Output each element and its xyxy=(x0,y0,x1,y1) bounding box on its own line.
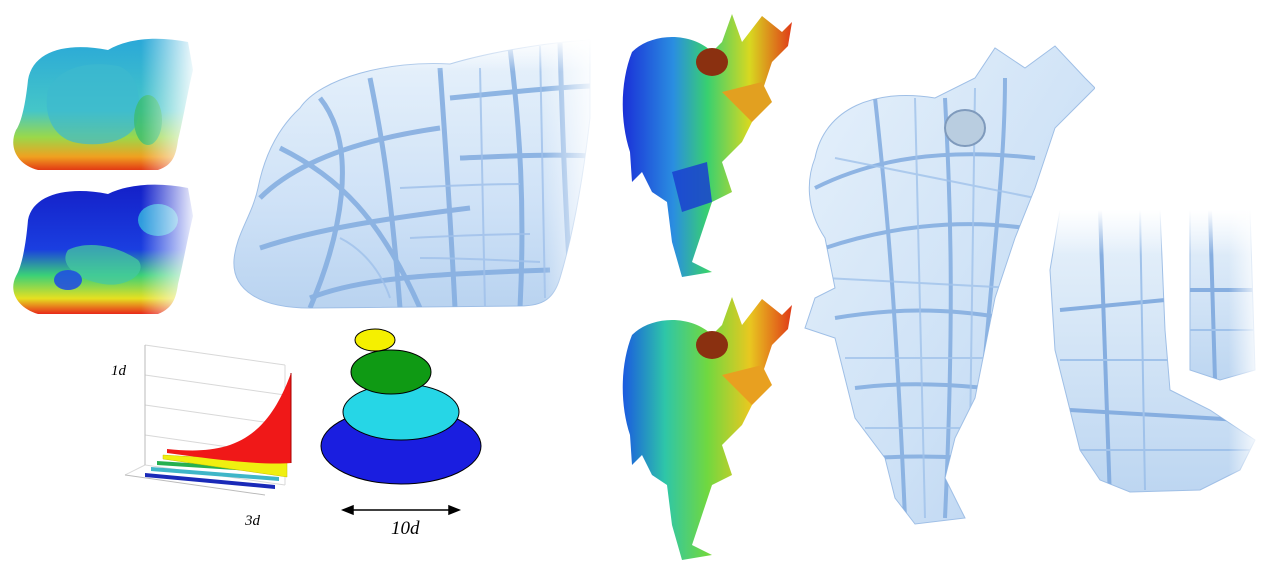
bunny-heatmap-top xyxy=(8,30,198,180)
armadillo-patch-layout xyxy=(795,38,1095,528)
bunny-patch-layout xyxy=(220,38,600,318)
ring-green xyxy=(350,349,432,395)
width-arrow xyxy=(340,504,462,516)
curve-cyan xyxy=(151,467,279,481)
armadillo-heatmap-top xyxy=(612,2,802,282)
curve-blue xyxy=(145,473,275,489)
bunny-heatmap-bottom xyxy=(8,180,198,320)
ring-stack-diagram: 10d xyxy=(315,322,495,539)
ring-yellow xyxy=(354,328,396,352)
z-axis-label: 1d xyxy=(111,363,126,379)
x-axis-label: 3d xyxy=(245,513,260,529)
curve-plot: 1d 3d xyxy=(105,325,305,535)
curve-red xyxy=(167,373,291,464)
armadillo-leg-closeup xyxy=(1040,210,1262,510)
width-label: 10d xyxy=(391,518,420,539)
armadillo-heatmap-bottom xyxy=(612,285,802,565)
